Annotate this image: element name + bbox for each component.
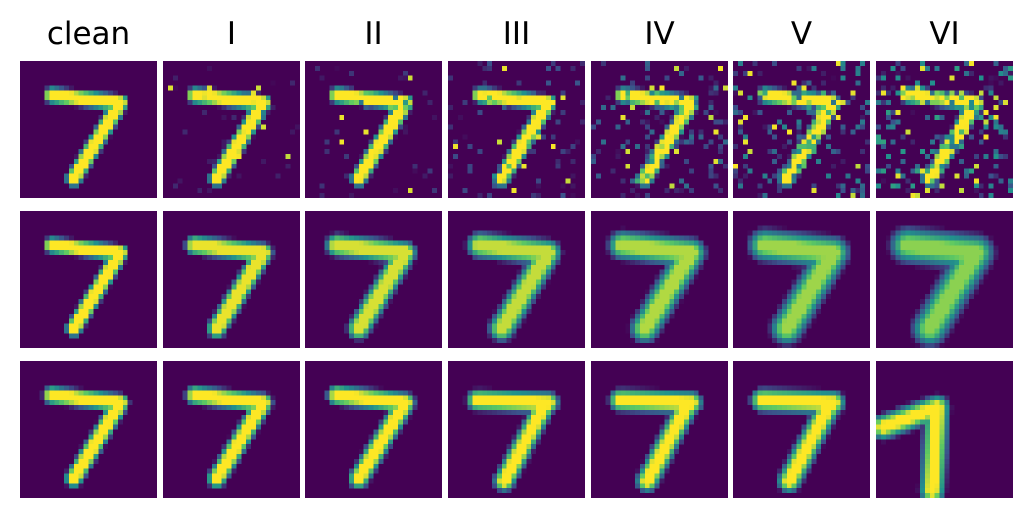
reconstruction-tile (591, 361, 728, 498)
reconstruction-tile (448, 361, 585, 498)
column-title: V (790, 16, 813, 52)
noisy-input-tile (163, 61, 300, 198)
denoised-output-tile (305, 211, 442, 348)
reconstruction-tile (305, 361, 442, 498)
noisy-input-tile (876, 61, 1013, 198)
reconstruction-tile (733, 361, 870, 498)
column-title: clean (46, 16, 131, 52)
denoised-output-tile (733, 211, 870, 348)
column-title: I (226, 16, 237, 52)
denoised-output-tile (163, 211, 300, 348)
noisy-input-tile (448, 61, 585, 198)
denoised-output-tile (448, 211, 585, 348)
noisy-input-tile (305, 61, 442, 198)
column-title: II (364, 16, 383, 52)
noisy-input-tile (591, 61, 728, 198)
denoised-output-tile (876, 211, 1013, 348)
column-title: III (502, 16, 531, 52)
reconstruction-tile (20, 361, 157, 498)
denoised-output-tile (20, 211, 157, 348)
noisy-input-tile (20, 61, 157, 198)
noisy-input-tile (733, 61, 870, 198)
reconstruction-tile (163, 361, 300, 498)
column-title: VI (929, 16, 960, 52)
denoised-output-tile (591, 211, 728, 348)
reconstruction-tile (876, 361, 1013, 498)
column-title: IV (644, 16, 675, 52)
